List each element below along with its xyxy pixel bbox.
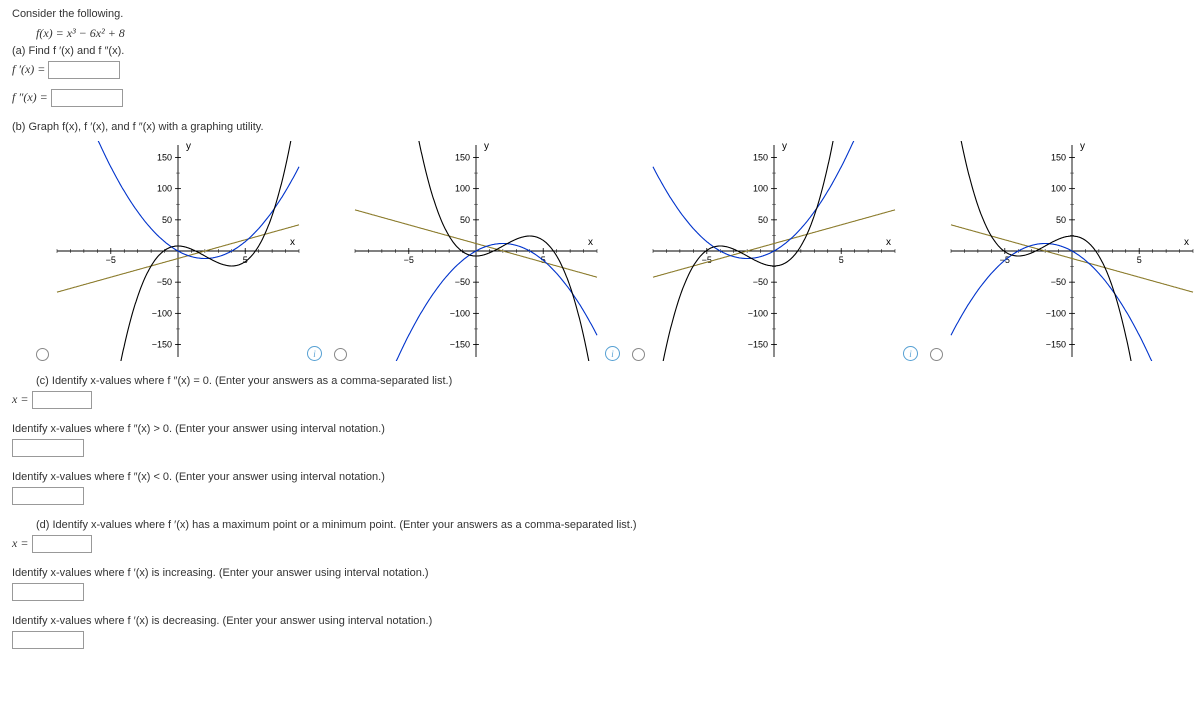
svg-text:x: x	[886, 237, 891, 248]
fprime-label: f ′(x) =	[12, 62, 45, 76]
partc-xlabel: x =	[12, 392, 28, 406]
svg-text:−150: −150	[450, 340, 470, 350]
svg-text:x: x	[588, 237, 593, 248]
graph-radio[interactable]	[36, 348, 49, 361]
svg-text:−100: −100	[450, 308, 470, 318]
graphs-row: −5 5 −150 −100 −50 50 100 150 x y i −5 5 −150 −100…	[36, 141, 1188, 361]
svg-text:100: 100	[455, 184, 470, 194]
graph-option: −55−150−100−5050100150 x y i	[36, 141, 322, 361]
partc-neg-input[interactable]	[12, 487, 84, 505]
svg-text:x: x	[290, 237, 295, 248]
svg-text:−50: −50	[1051, 277, 1066, 287]
graph-plot: −55−150−100−5050100150 x y	[351, 141, 601, 361]
svg-text:−150: −150	[1046, 340, 1066, 350]
partc-pos-input[interactable]	[12, 439, 84, 457]
part-c-p2: Identify x-values where f ″(x) > 0. (Ent…	[12, 423, 1188, 435]
svg-text:−5: −5	[106, 255, 116, 265]
svg-text:−50: −50	[455, 277, 470, 287]
svg-text:150: 150	[455, 152, 470, 162]
info-icon[interactable]: i	[307, 346, 322, 361]
fpp-input[interactable]	[51, 89, 123, 107]
info-icon[interactable]: i	[903, 346, 918, 361]
partd-xlabel: x =	[12, 536, 28, 550]
svg-text:x: x	[1184, 237, 1189, 248]
svg-text:100: 100	[157, 184, 172, 194]
svg-text:150: 150	[1051, 152, 1066, 162]
svg-text:−150: −150	[152, 340, 172, 350]
page-prompt: Consider the following.	[12, 8, 1188, 20]
svg-text:100: 100	[1051, 184, 1066, 194]
svg-text:−150: −150	[748, 340, 768, 350]
graph-option: −55−150−100−5050100150 x y i	[930, 141, 1200, 361]
svg-text:−5: −5	[404, 255, 414, 265]
svg-text:−100: −100	[748, 308, 768, 318]
graph-plot: −55−150−100−5050100150 x y	[947, 141, 1197, 361]
graph-option: −55−150−100−5050100150 x y i	[632, 141, 918, 361]
svg-text:5: 5	[839, 255, 844, 265]
partd-inc-input[interactable]	[12, 583, 84, 601]
partc-x-input[interactable]	[32, 391, 92, 409]
svg-text:150: 150	[753, 152, 768, 162]
graph-radio[interactable]	[334, 348, 347, 361]
svg-text:y: y	[186, 141, 191, 152]
graph-plot: −55−150−100−5050100150 x y	[53, 141, 303, 361]
part-d-p1: (d) Identify x-values where f ′(x) has a…	[36, 519, 1188, 531]
svg-text:−50: −50	[753, 277, 768, 287]
part-d-p2: Identify x-values where f ′(x) is increa…	[12, 567, 1188, 579]
svg-text:−100: −100	[152, 308, 172, 318]
graph-plot: −55−150−100−5050100150 x y	[649, 141, 899, 361]
svg-text:y: y	[1080, 141, 1085, 152]
part-c-p3: Identify x-values where f ″(x) < 0. (Ent…	[12, 471, 1188, 483]
svg-text:5: 5	[1137, 255, 1142, 265]
graph-radio[interactable]	[930, 348, 943, 361]
graph-radio[interactable]	[632, 348, 645, 361]
partd-x-input[interactable]	[32, 535, 92, 553]
fprime-input[interactable]	[48, 61, 120, 79]
part-a-prompt: (a) Find f ′(x) and f ″(x).	[12, 45, 1188, 57]
svg-text:y: y	[782, 141, 787, 152]
svg-text:50: 50	[162, 215, 172, 225]
part-b-prompt: (b) Graph f(x), f ′(x), and f ″(x) with …	[12, 121, 1188, 133]
svg-text:150: 150	[157, 152, 172, 162]
info-icon[interactable]: i	[605, 346, 620, 361]
equation: f(x) = x³ − 6x² + 8	[36, 26, 1188, 41]
graph-option: −55−150−100−5050100150 x y i	[334, 141, 620, 361]
svg-text:50: 50	[1056, 215, 1066, 225]
partd-dec-input[interactable]	[12, 631, 84, 649]
part-c-p1: (c) Identify x-values where f ″(x) = 0. …	[36, 375, 1188, 387]
part-d-p3: Identify x-values where f ′(x) is decrea…	[12, 615, 1188, 627]
svg-text:100: 100	[753, 184, 768, 194]
svg-text:50: 50	[758, 215, 768, 225]
svg-text:y: y	[484, 141, 489, 152]
svg-text:−100: −100	[1046, 308, 1066, 318]
fpp-label: f ″(x) =	[12, 90, 48, 104]
svg-text:50: 50	[460, 215, 470, 225]
svg-text:−50: −50	[157, 277, 172, 287]
